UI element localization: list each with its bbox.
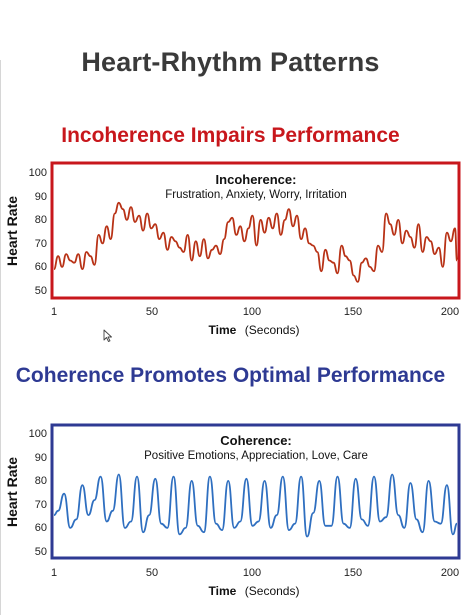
coherence-chart: 100 90 80 70 60 50 1 50 100 150 200 Hear… <box>4 423 461 599</box>
chart-frame <box>50 423 461 560</box>
x-tick-labels: 1 50 100 150 200 <box>51 306 459 318</box>
heart-rate-series-line <box>53 201 458 283</box>
x-tick-label: 150 <box>344 567 362 579</box>
inner-subtitle: Positive Emotions, Appreciation, Love, C… <box>144 450 368 462</box>
y-tick-label: 50 <box>35 546 47 558</box>
left-edge-rule <box>0 60 1 615</box>
y-tick-label: 90 <box>35 191 47 203</box>
x-tick-label: 1 <box>51 306 57 318</box>
inner-title: Coherence: <box>220 433 292 448</box>
x-tick-label: 1 <box>51 567 57 579</box>
inner-title: Incoherence: <box>216 172 297 187</box>
y-tick-label: 100 <box>29 167 47 179</box>
y-tick-label: 70 <box>35 499 47 511</box>
x-axis-label: Time (Seconds) <box>209 582 300 599</box>
y-tick-labels: 100 90 80 70 60 50 <box>29 428 47 558</box>
y-tick-label: 80 <box>35 475 47 487</box>
x-tick-label: 150 <box>344 306 362 318</box>
x-tick-label: 200 <box>441 306 459 318</box>
incoherence-section-title: Incoherence Impairs Performance <box>61 124 400 147</box>
x-tick-label: 50 <box>146 567 158 579</box>
x-tick-labels: 1 50 100 150 200 <box>51 567 459 579</box>
x-axis-label-main: Time <box>209 584 237 598</box>
x-axis-label-unit: (Seconds) <box>245 323 300 337</box>
inner-subtitle: Frustration, Anxiety, Worry, Irritation <box>165 189 347 201</box>
x-axis-label: Time (Seconds) <box>209 321 300 338</box>
y-tick-label: 100 <box>29 428 47 440</box>
x-axis-label-main: Time <box>209 323 237 337</box>
x-tick-label: 100 <box>243 567 261 579</box>
y-tick-label: 60 <box>35 261 47 273</box>
x-axis-label-unit: (Seconds) <box>245 584 300 598</box>
y-tick-label: 50 <box>35 285 47 297</box>
mouse-cursor-icon <box>103 329 112 342</box>
y-tick-label: 80 <box>35 214 47 226</box>
y-axis-label: Heart Rate <box>4 196 20 266</box>
y-tick-label: 70 <box>35 238 47 250</box>
incoherence-chart: 100 90 80 70 60 50 1 50 100 150 200 Hear… <box>4 161 461 338</box>
y-tick-labels: 100 90 80 70 60 50 <box>29 167 47 297</box>
page-title: Heart-Rhythm Patterns <box>81 47 380 77</box>
x-tick-label: 100 <box>243 306 261 318</box>
coherence-section-title: Coherence Promotes Optimal Performance <box>15 364 446 387</box>
y-tick-label: 90 <box>35 452 47 464</box>
chart-frame <box>50 161 461 300</box>
x-tick-label: 50 <box>146 306 158 318</box>
x-tick-label: 200 <box>441 567 459 579</box>
y-axis-label: Heart Rate <box>4 457 20 527</box>
heart-rate-series-line <box>53 473 458 538</box>
y-tick-label: 60 <box>35 522 47 534</box>
